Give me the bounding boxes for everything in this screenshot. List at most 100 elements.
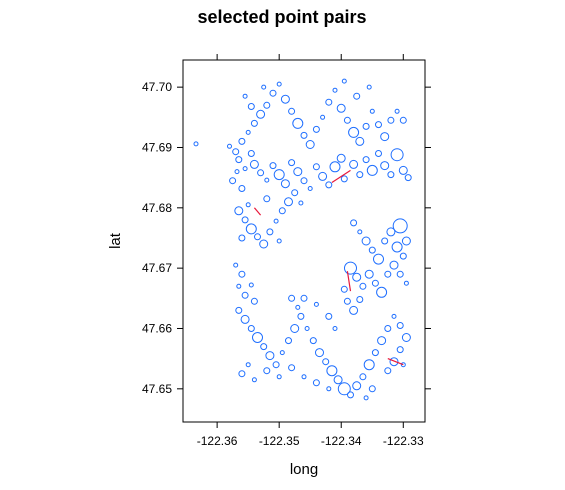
data-point	[367, 85, 371, 89]
data-point	[349, 127, 359, 137]
data-point	[377, 287, 387, 297]
y-axis-label: lat	[107, 232, 124, 249]
data-point	[402, 237, 410, 245]
data-point	[243, 94, 247, 98]
data-point	[279, 208, 285, 214]
data-point	[301, 178, 307, 184]
chart-title: selected point pairs	[197, 7, 366, 27]
data-point	[350, 306, 358, 314]
data-point	[228, 144, 232, 148]
data-point	[337, 104, 345, 112]
data-point	[326, 99, 332, 105]
data-point	[242, 217, 248, 223]
data-point	[264, 102, 270, 108]
data-point	[313, 164, 319, 170]
data-point	[381, 133, 389, 141]
data-points	[194, 79, 411, 400]
data-point	[241, 315, 249, 323]
data-point	[393, 219, 407, 233]
data-point	[292, 190, 298, 196]
data-point	[344, 298, 350, 304]
data-point	[323, 359, 329, 365]
data-point	[334, 376, 342, 384]
data-point	[302, 375, 306, 379]
data-point	[248, 151, 254, 157]
data-point	[360, 283, 366, 289]
data-point	[305, 327, 309, 331]
data-point	[246, 363, 250, 367]
data-point	[376, 151, 382, 157]
y-tick-label: 47.66	[142, 321, 172, 335]
data-point	[264, 196, 270, 202]
data-point	[306, 141, 314, 149]
data-point	[357, 297, 363, 303]
data-point	[351, 220, 357, 226]
data-point	[382, 238, 388, 244]
data-point	[390, 261, 398, 269]
data-point	[326, 313, 332, 319]
data-point	[330, 162, 340, 172]
data-point	[242, 292, 248, 298]
data-point	[270, 90, 276, 96]
data-point	[402, 334, 410, 342]
data-point	[270, 163, 276, 169]
data-point	[399, 166, 407, 174]
data-point	[341, 176, 347, 182]
data-point	[372, 350, 378, 356]
data-point	[385, 368, 391, 374]
data-point	[273, 362, 279, 368]
data-point	[301, 295, 307, 301]
data-point	[264, 368, 270, 374]
data-point	[280, 351, 284, 355]
x-axis-label: long	[290, 461, 318, 478]
data-point	[239, 235, 245, 241]
data-point	[327, 387, 331, 391]
data-point	[293, 118, 303, 128]
x-tick-label: -122.35	[259, 434, 300, 448]
data-point	[353, 382, 361, 390]
data-point	[301, 132, 307, 138]
data-point	[385, 326, 391, 332]
data-point	[291, 325, 299, 333]
y-tick-label: 47.68	[142, 201, 172, 215]
data-point	[252, 378, 256, 382]
data-point	[337, 154, 345, 162]
data-point	[274, 219, 278, 223]
data-point	[326, 182, 332, 188]
data-point	[230, 178, 236, 184]
data-point	[262, 85, 266, 89]
data-point	[267, 229, 273, 235]
data-point	[395, 109, 399, 113]
y-tick-label: 47.70	[142, 80, 172, 94]
data-point	[405, 175, 411, 181]
data-point	[404, 281, 408, 285]
data-point	[391, 149, 403, 161]
data-point	[357, 172, 363, 178]
data-point	[370, 109, 374, 113]
y-tick-label: 47.69	[142, 140, 172, 154]
data-point	[313, 380, 319, 386]
data-point	[249, 283, 253, 287]
data-point	[251, 120, 257, 126]
data-point	[369, 247, 375, 253]
data-point	[258, 170, 264, 176]
data-point	[367, 165, 377, 175]
data-point	[274, 170, 284, 180]
axis-ticks: -122.36 -122.35 -122.34 -122.3347.6547.6647…	[142, 54, 431, 448]
data-point	[378, 337, 386, 345]
data-point	[388, 172, 394, 178]
data-point	[381, 162, 389, 170]
data-point	[333, 327, 337, 331]
data-point	[365, 270, 373, 278]
data-point	[385, 271, 391, 277]
pair-line	[254, 208, 260, 215]
data-point	[344, 117, 350, 123]
data-point	[376, 122, 382, 128]
data-point	[248, 104, 254, 110]
data-point	[362, 237, 370, 245]
data-point	[400, 117, 406, 123]
data-point	[277, 82, 281, 86]
data-point	[360, 374, 366, 380]
y-tick-label: 47.65	[142, 382, 172, 396]
